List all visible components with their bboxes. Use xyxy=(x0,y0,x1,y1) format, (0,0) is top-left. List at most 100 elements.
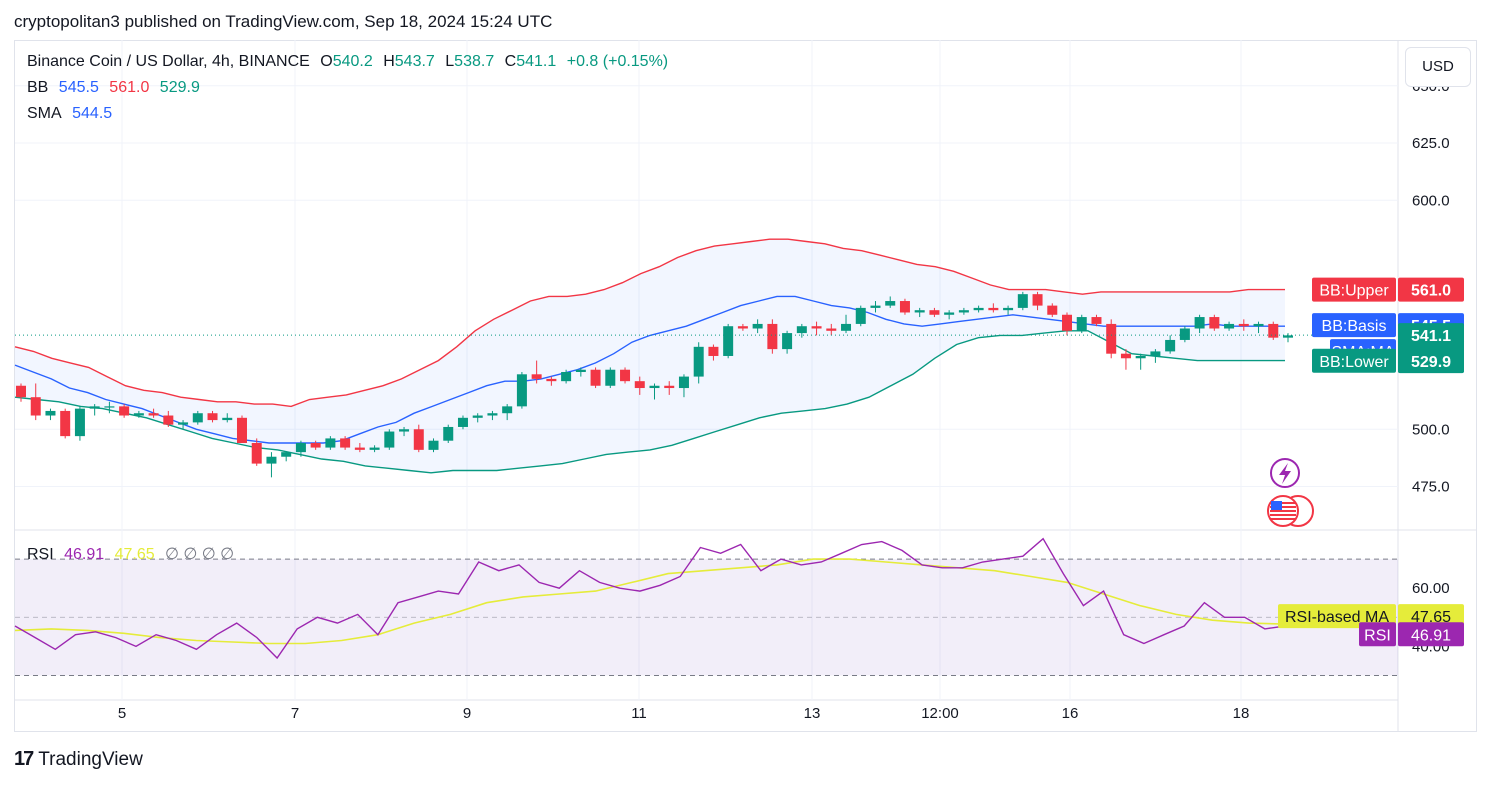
candle-body xyxy=(74,408,85,437)
sma-legend[interactable]: SMA 544.5 xyxy=(27,105,118,123)
candle-body xyxy=(1135,355,1146,359)
candle-body xyxy=(620,369,631,382)
candle-body xyxy=(192,413,203,423)
candle-body xyxy=(89,406,100,409)
candle-body xyxy=(1179,328,1190,340)
candle-body xyxy=(30,397,41,416)
candle-body xyxy=(767,323,778,350)
candle-body xyxy=(502,406,513,414)
rsi-legend[interactable]: RSI 46.91 47.65 ∅ ∅ ∅ ∅ xyxy=(27,544,240,564)
candle-body xyxy=(60,410,71,437)
price-tick-label: 500.0 xyxy=(1412,421,1450,438)
bb-lower-value: 529.9 xyxy=(159,79,200,96)
candle-body xyxy=(516,374,527,407)
candle-body xyxy=(973,307,984,311)
tradingview-wordmark: TradingView xyxy=(38,748,143,770)
us-flag-stripe xyxy=(1270,506,1296,508)
time-tick-label: 7 xyxy=(291,705,299,722)
price-tick-label: 625.0 xyxy=(1412,135,1450,152)
rsi-tick-label: 60.00 xyxy=(1412,580,1450,597)
candle-body xyxy=(899,301,910,313)
candle-body xyxy=(958,310,969,313)
candle-body xyxy=(561,372,572,382)
publisher-caption: cryptopolitan3 published on TradingView.… xyxy=(14,12,553,31)
candle-body xyxy=(1120,353,1131,359)
price-tick-label: 600.0 xyxy=(1412,192,1450,209)
bb-fill-area xyxy=(15,239,1285,473)
price-tick-label: 475.0 xyxy=(1412,478,1450,495)
candle-body xyxy=(472,415,483,418)
candle-body xyxy=(1165,339,1176,352)
currency-button[interactable]: USD xyxy=(1405,47,1471,87)
candle-body xyxy=(693,346,704,377)
bb-upper-line xyxy=(14,238,1285,408)
candle-body xyxy=(1047,305,1058,315)
bb-legend[interactable]: BB 545.5 561.0 529.9 xyxy=(27,79,206,97)
rsi-value: 46.91 xyxy=(64,546,105,563)
candle-body xyxy=(369,447,380,450)
ohlc-open: O540.2 xyxy=(320,53,373,70)
candle-body xyxy=(885,301,896,306)
time-tick-label: 9 xyxy=(463,705,471,722)
candle-body xyxy=(1062,314,1073,331)
candle-body xyxy=(590,369,601,386)
bb-label: BB xyxy=(27,79,49,96)
candle-body xyxy=(678,376,689,389)
candle-body xyxy=(104,406,115,408)
rsi-badge-value-bg xyxy=(1398,604,1464,629)
candle-body xyxy=(384,431,395,448)
candle-body xyxy=(16,385,26,398)
candle-body xyxy=(207,413,218,421)
candle-body xyxy=(634,381,645,389)
rsi-badge-label-bg xyxy=(1359,622,1396,647)
price-badge-label-bg xyxy=(1312,348,1396,373)
bb-lower-line xyxy=(14,330,1285,474)
rsi-ma-value: 47.65 xyxy=(114,546,155,563)
ohlc-low: L538.7 xyxy=(445,53,495,70)
price-badge-value: 561.0 xyxy=(1411,283,1451,300)
rsi-badge-label: RSI xyxy=(1364,627,1391,644)
candle-body xyxy=(1091,317,1102,324)
candle-body xyxy=(1076,317,1087,331)
candle-body xyxy=(723,326,734,356)
rsi-ma-line xyxy=(14,558,1286,645)
candle-body xyxy=(1150,351,1161,356)
ohlc-close: C541.1 xyxy=(504,53,557,70)
rsi-badge-label-bg xyxy=(1278,604,1396,629)
price-badge-value-bg xyxy=(1398,348,1464,373)
time-tick-label: 12:00 xyxy=(921,705,959,722)
candle-body xyxy=(295,442,306,453)
candle-body xyxy=(796,326,807,334)
us-flag-canton xyxy=(1271,501,1282,510)
rsi-label: RSI xyxy=(27,546,54,563)
candle-body xyxy=(1268,323,1279,338)
candle-body xyxy=(354,447,365,450)
candle-body xyxy=(310,442,321,448)
candle-body xyxy=(1003,307,1014,311)
candle-body xyxy=(266,456,277,464)
time-tick-label: 5 xyxy=(118,705,126,722)
candle-body xyxy=(222,417,233,421)
candle-body xyxy=(148,413,159,416)
candle-body xyxy=(605,369,616,386)
tradingview-logo[interactable]: 17 TradingView xyxy=(14,748,143,771)
candle-body xyxy=(1017,294,1028,308)
candle-body xyxy=(1032,294,1043,306)
bb-basis-value: 545.5 xyxy=(58,79,99,96)
candle-body xyxy=(413,429,424,450)
price-badge-label-bg xyxy=(1312,277,1396,302)
candle-body xyxy=(782,333,793,350)
time-tick-label: 13 xyxy=(804,705,821,722)
candle-body xyxy=(708,346,719,356)
lightning-icon-glyph xyxy=(1279,463,1291,484)
us-flag-stripe xyxy=(1270,502,1296,504)
candle-body xyxy=(251,442,262,464)
price-badge-label: BB:Basis xyxy=(1322,318,1387,335)
us-flag-stripe xyxy=(1270,514,1296,516)
candle-body xyxy=(45,410,56,416)
chart-frame xyxy=(14,40,1477,732)
candle-body xyxy=(988,307,999,311)
rsi-extras: ∅ ∅ ∅ ∅ xyxy=(165,546,235,563)
candle-body xyxy=(826,328,837,331)
